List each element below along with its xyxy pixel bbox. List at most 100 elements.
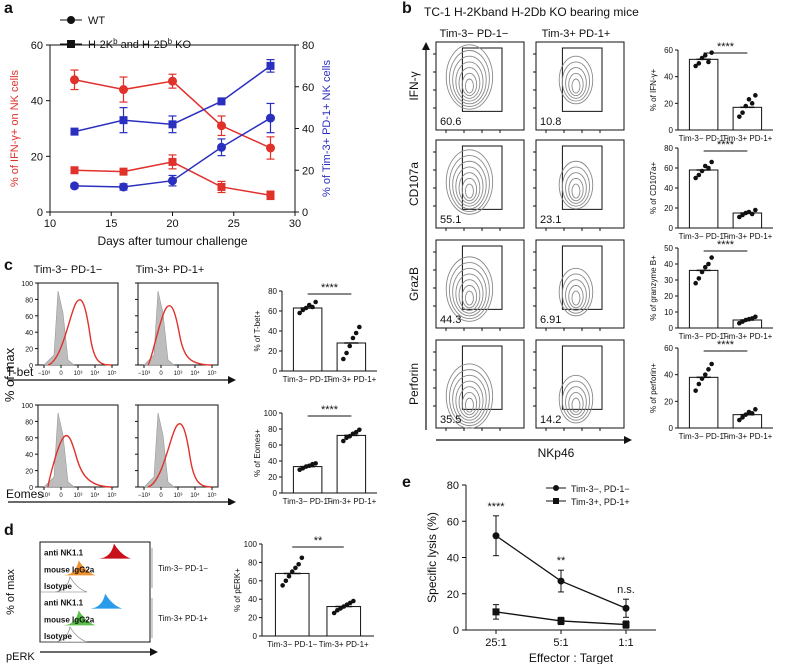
chart-d: anti NK1.1 mouse IgG2a Isotype anti NK1.1 mo… <box>5 535 374 663</box>
bar-point <box>699 376 705 381</box>
bar-y-tick-label: 10 <box>664 308 673 317</box>
bar-point <box>357 427 362 433</box>
significance-annotation: ** <box>557 555 566 567</box>
flow-contour <box>455 380 484 421</box>
data-point <box>217 121 226 131</box>
bar-y-tick-label: 20 <box>268 347 277 356</box>
bar-y-tick-label: 100 <box>264 409 278 418</box>
hist-x-tick-label: 10⁴ <box>190 370 200 377</box>
legend-ko-sup: b <box>168 37 173 46</box>
bar-y-tick-label: 40 <box>268 327 277 336</box>
chart-b: TC-1 H-2Kband H-2Db KO bearing mice Tim-3… <box>407 5 773 460</box>
bar-category-label: Tim-3+ PD-1+ <box>319 640 369 649</box>
flow-contour <box>458 67 481 99</box>
flow-contour <box>561 273 591 314</box>
bar-1 <box>732 106 763 131</box>
hist-y-tick-label: 20 <box>25 347 33 354</box>
panel-label-e: e <box>402 474 411 491</box>
flow-contour <box>565 279 587 311</box>
hist-x-tick-label: 10⁴ <box>90 492 100 499</box>
bar-y-tick-label: 30 <box>664 276 673 285</box>
flow-contour <box>565 386 587 418</box>
bar-category-label: Tim-3+ PD-1+ <box>722 134 772 143</box>
bar-point <box>696 276 702 281</box>
flow-percentage: 6.91 <box>540 314 561 326</box>
bar-category-label: Tim-3+ PD-1+ <box>326 375 376 384</box>
hist-x-tick-label: 10⁵ <box>207 370 217 377</box>
hist-y-tick-label: 80 <box>25 419 33 426</box>
bar-y-tick-label: 40 <box>664 260 673 269</box>
pERK-histogram <box>40 576 88 593</box>
bar-0 <box>274 572 310 637</box>
bar-y-tick-label: 40 <box>664 371 673 380</box>
bar-point <box>310 304 315 310</box>
hist-x-tick-label: −10³ <box>38 371 50 377</box>
flow-contour <box>464 183 474 199</box>
y-right-tick-label: 80 <box>302 40 314 52</box>
data-point <box>119 116 128 125</box>
legend-ko-label: H-2Kb and H-2Db KO <box>88 37 192 51</box>
bar-point <box>749 411 755 416</box>
isotype-histogram <box>43 290 75 366</box>
bar-point <box>737 114 742 119</box>
flow-contour <box>461 177 478 202</box>
chart-c: Tim-3− PD-1− Tim-3+ PD-1+020406080100−10³… <box>2 264 377 506</box>
bar-y-tick-label: 40 <box>268 457 277 466</box>
hist-y-axis-label: % of max <box>5 569 17 615</box>
flow-contour <box>458 279 481 311</box>
y-left-tick-label: 0 <box>37 207 43 219</box>
bar-y-tick-label: 0 <box>669 424 674 433</box>
legend-marker <box>553 498 559 504</box>
flow-plot-frame <box>435 239 525 329</box>
bar-point <box>353 330 359 336</box>
bar-category-label: Tim-3+ PD-1+ <box>722 432 772 441</box>
bar-1 <box>732 212 763 229</box>
flow-contour <box>571 290 581 306</box>
data-point <box>70 127 79 136</box>
bar-point <box>706 367 711 372</box>
flow-contour <box>568 72 584 97</box>
significance-annotation: **** <box>487 501 505 513</box>
hist-x-tick-label: 10³ <box>74 371 83 377</box>
flow-plot-frame <box>435 139 525 229</box>
hist-x-label: pERK <box>6 651 35 663</box>
x-tick-label: 30 <box>289 218 301 230</box>
bar-point <box>357 324 362 330</box>
data-point <box>168 176 177 186</box>
bar-y-tick-label: 20 <box>268 473 277 482</box>
flow-contour <box>561 166 591 207</box>
flow-contour <box>571 78 581 94</box>
bar-point <box>699 55 705 61</box>
bar-point <box>749 211 755 217</box>
y-tick-label: 40 <box>447 553 459 565</box>
hist-row-label: anti NK1.1 <box>44 549 84 558</box>
hist-y-tick-label: 100 <box>21 403 33 410</box>
data-point <box>119 182 128 192</box>
group-label: Tim-3− PD-1− <box>158 564 208 573</box>
bar-point <box>737 417 742 423</box>
bar-0 <box>688 269 719 329</box>
flow-contour <box>452 160 487 210</box>
data-point <box>168 157 177 166</box>
bar-point <box>696 172 702 178</box>
bar-y-tick-label: 0 <box>669 324 674 333</box>
flow-x-arrowhead <box>624 436 632 444</box>
hist-y-tick-label: 0 <box>29 363 33 370</box>
flow-row-label: IFN-γ <box>407 71 421 100</box>
data-point <box>217 182 226 191</box>
bar-point <box>706 59 711 65</box>
bar-y-axis-label: % of T-bet+ <box>253 310 262 351</box>
bar-category-label: Tim-3− PD-1− <box>679 232 729 241</box>
bar-y-tick-label: 60 <box>664 344 673 353</box>
data-point <box>557 577 565 585</box>
bar-point <box>350 335 356 341</box>
flow-contour <box>568 391 584 416</box>
panel-label-c: c <box>4 257 13 274</box>
hist-x-tick-label: −10³ <box>138 371 150 377</box>
data-point <box>266 191 275 200</box>
bar-y-tick-label: 60 <box>248 577 257 586</box>
panel-d: d anti NK1.1 mouse IgG2a Isotype anti NK1.1… <box>0 512 400 664</box>
flow-y-arrowhead <box>422 42 430 50</box>
bar-y-tick-label: 0 <box>253 632 258 641</box>
hist-x-tick-label: 10³ <box>174 371 183 377</box>
